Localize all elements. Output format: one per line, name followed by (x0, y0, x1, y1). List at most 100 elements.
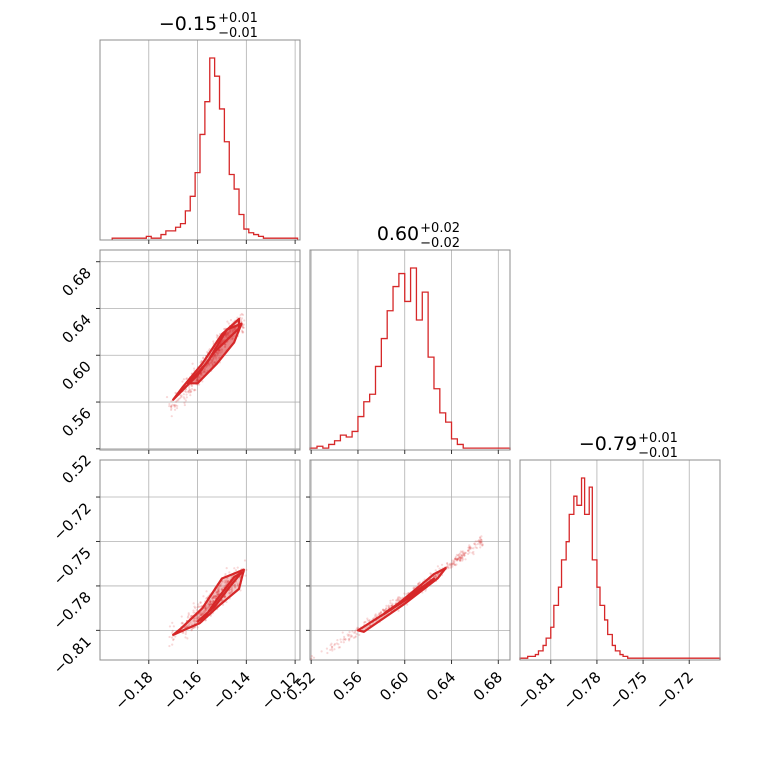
y-tick-label: 0.56 (58, 404, 94, 440)
sample-point (395, 599, 398, 602)
sample-point (461, 554, 464, 558)
sample-point (242, 323, 245, 326)
panel-title: 0.60 (377, 223, 419, 245)
sample-point (233, 583, 237, 586)
sample-point (450, 562, 454, 565)
sample-point (354, 636, 357, 639)
title-upper-error: +0.01 (638, 431, 678, 446)
sample-point (459, 559, 462, 562)
sample-point (364, 620, 367, 624)
sample-point (347, 634, 350, 637)
sample-point (233, 583, 236, 587)
sample-point (446, 562, 449, 565)
sample-point (467, 546, 470, 549)
sample-point (464, 558, 467, 561)
sample-point (478, 536, 482, 539)
sample-point (230, 589, 234, 592)
histogram-bar (200, 134, 205, 240)
sample-point (186, 390, 190, 393)
sample-point (216, 593, 219, 596)
sample-point (202, 609, 205, 612)
sample-point (187, 615, 190, 618)
histogram-bar (317, 446, 323, 450)
sample-point (462, 554, 466, 557)
sample-point (202, 612, 205, 615)
sample-point (336, 639, 339, 642)
sample-point (453, 559, 456, 562)
sample-point (208, 603, 211, 607)
sample-point (216, 590, 219, 594)
sample-point (204, 605, 208, 608)
sample-point (196, 606, 199, 609)
sample-point (227, 591, 230, 595)
sample-point (209, 603, 212, 607)
sample-point (185, 393, 188, 396)
sample-point (220, 588, 223, 591)
sample-point (194, 619, 197, 622)
sample-point (207, 605, 210, 608)
sample-point (460, 556, 463, 559)
corr-2-0-panel (96, 459, 301, 664)
sample-point (240, 312, 243, 316)
sample-point (391, 598, 394, 602)
sample-point (239, 576, 242, 579)
sample-point (459, 550, 462, 553)
sample-point (467, 552, 470, 556)
sample-point (206, 603, 209, 606)
sample-point (329, 648, 332, 651)
histogram-bar (171, 231, 176, 240)
sample-point (172, 404, 176, 407)
sample-point (387, 605, 390, 608)
sample-point (458, 558, 462, 561)
sample-point (396, 598, 400, 601)
histogram-bar (176, 227, 181, 240)
y-tick-label: 0.64 (58, 311, 94, 347)
sample-point (475, 546, 479, 550)
sample-point (209, 600, 212, 603)
sample-point (204, 609, 207, 612)
sample-point (217, 589, 220, 593)
sample-point (479, 540, 482, 544)
contour-86% (172, 568, 246, 636)
sample-point (456, 558, 459, 561)
histogram-bar (428, 357, 434, 450)
sample-point (459, 556, 462, 560)
histogram-bar (234, 189, 239, 240)
sample-point (191, 362, 194, 365)
sample-point (204, 606, 207, 610)
sample-point (170, 415, 173, 418)
sample-point (207, 603, 211, 606)
sample-point (354, 635, 357, 638)
sample-point (236, 584, 240, 587)
sample-point (227, 579, 230, 582)
sample-point (459, 556, 462, 559)
sample-point (217, 588, 220, 591)
sample-point (382, 609, 386, 612)
sample-point (197, 605, 200, 608)
sample-point (333, 642, 337, 646)
sample-point (168, 644, 171, 648)
sample-point (170, 404, 173, 408)
sample-point (200, 613, 203, 616)
sample-point (186, 625, 189, 628)
sample-point (454, 564, 457, 567)
sample-point (216, 334, 220, 338)
sample-point (453, 560, 456, 563)
sample-point (180, 615, 183, 618)
histogram-bar (562, 560, 567, 660)
sample-point (187, 613, 190, 616)
histogram-bar (375, 366, 381, 450)
sample-point (165, 395, 169, 399)
sample-point (310, 665, 312, 667)
sample-point (461, 559, 464, 562)
corr-2-1-panel (306, 459, 511, 667)
sample-point (398, 597, 402, 600)
sample-point (461, 551, 464, 554)
sample-point (348, 633, 351, 636)
sample-point (452, 560, 455, 563)
histogram-step (309, 267, 511, 450)
sample-point (193, 388, 196, 391)
sample-point (469, 545, 472, 548)
sample-point (241, 326, 244, 329)
x-tick-label: 0.68 (470, 668, 506, 704)
